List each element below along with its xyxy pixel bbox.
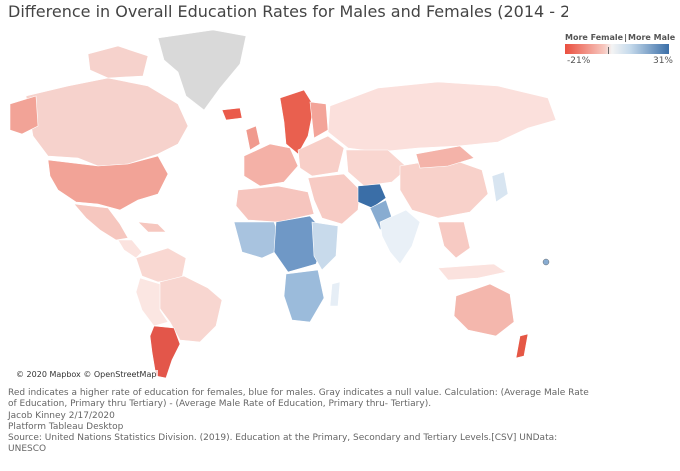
region-japan-korea[interactable] xyxy=(491,171,509,203)
region-north-africa[interactable] xyxy=(235,185,315,223)
color-legend: More Female | More Male -21% 31% xyxy=(565,33,675,66)
caption-author: Jacob Kinney 2/17/2020 xyxy=(8,410,115,421)
legend-title-separator: | xyxy=(624,33,628,42)
region-australia[interactable] xyxy=(453,283,515,337)
region-middle-east[interactable] xyxy=(307,173,361,225)
legend-title-female: More Female xyxy=(565,33,624,42)
region-east-africa[interactable] xyxy=(311,221,339,271)
region-peru-bolivia[interactable] xyxy=(135,277,169,327)
region-southeast-asia[interactable] xyxy=(437,221,471,259)
region-pacific-island[interactable] xyxy=(542,258,550,266)
legend-labels: -21% 31% xyxy=(565,56,675,66)
region-brazil[interactable] xyxy=(157,275,223,343)
region-caribbean[interactable] xyxy=(137,221,167,233)
world-map-svg[interactable] xyxy=(8,26,560,382)
region-western-europe[interactable] xyxy=(243,143,299,187)
legend-max-label: 31% xyxy=(652,56,673,66)
region-madagascar[interactable] xyxy=(329,281,341,307)
legend-title: More Female | More Male xyxy=(565,33,675,42)
region-scandinavia[interactable] xyxy=(279,89,315,155)
region-afghanistan[interactable] xyxy=(357,183,387,209)
region-mongolia[interactable] xyxy=(415,145,475,169)
region-central-america[interactable] xyxy=(117,239,143,259)
caption: Red indicates a higher rate of education… xyxy=(8,388,608,456)
region-central-asia[interactable] xyxy=(345,149,409,187)
region-alaska[interactable] xyxy=(9,95,39,135)
legend-title-male: More Male xyxy=(628,33,676,42)
region-indonesia[interactable] xyxy=(437,263,507,281)
region-mexico[interactable] xyxy=(73,203,129,241)
region-argentina[interactable] xyxy=(149,325,181,379)
caption-source: Source: United Nations Statistics Divisi… xyxy=(8,433,558,444)
map-title: Difference in Overall Education Rates fo… xyxy=(8,2,568,21)
region-west-africa[interactable] xyxy=(233,221,285,259)
map-attribution[interactable]: © 2020 Mapbox © OpenStreetMap xyxy=(14,370,159,379)
legend-zero-tick xyxy=(607,47,609,54)
region-usa[interactable] xyxy=(47,155,169,211)
region-india[interactable] xyxy=(379,209,421,265)
region-uk[interactable] xyxy=(245,125,261,151)
legend-min-label: -21% xyxy=(567,56,591,66)
region-new-zealand[interactable] xyxy=(515,333,529,359)
caption-source-cont: UNESCO xyxy=(8,444,47,455)
caption-platform: Platform Tableau Desktop xyxy=(8,421,124,432)
region-arctic-islands[interactable] xyxy=(87,45,149,79)
caption-line-1: Red indicates a higher rate of education… xyxy=(8,388,589,398)
choropleth-map[interactable]: © 2020 Mapbox © OpenStreetMap xyxy=(8,26,560,382)
region-southern-africa[interactable] xyxy=(283,269,325,323)
region-russia[interactable] xyxy=(327,81,557,153)
caption-line-2: of Education, Primary thru Tertiary) - (… xyxy=(8,399,432,410)
region-canada[interactable] xyxy=(25,77,189,167)
region-iceland[interactable] xyxy=(221,107,243,121)
region-greenland[interactable] xyxy=(157,29,247,111)
region-eastern-europe[interactable] xyxy=(297,135,345,177)
legend-color-ramp[interactable] xyxy=(565,44,669,54)
